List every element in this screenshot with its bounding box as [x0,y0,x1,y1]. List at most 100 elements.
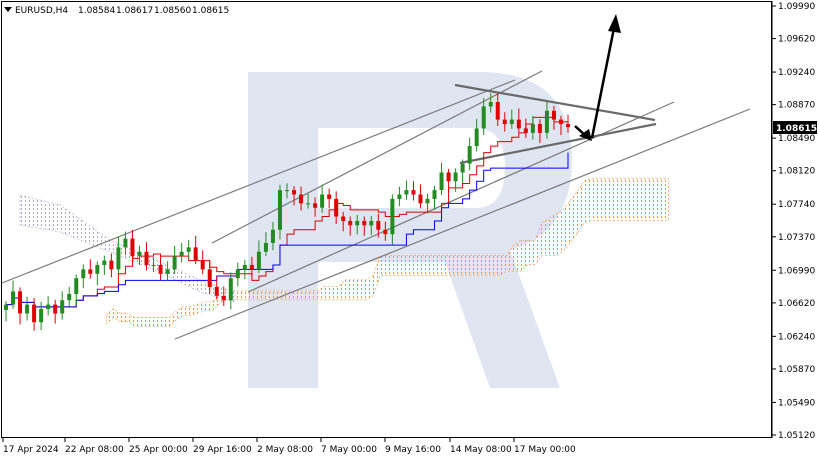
tenkan-sen-line [6,116,568,308]
candle-body [32,304,37,323]
candle-body [39,309,44,323]
time-tick-label: 14 May 08:00 [450,445,512,455]
candle-body [362,220,367,226]
channel-line-upper-inner [211,70,543,244]
candle-body [151,264,156,266]
broker-logo-watermark [248,72,572,388]
symbol-timeframe-label: EURUSD,H4 [15,6,68,16]
candle-body [446,172,451,182]
candle-body [25,304,30,314]
candle-body [355,220,360,226]
candle-body [327,194,332,199]
ichimoku-lines [6,116,569,308]
candle-body [81,269,86,279]
candle-body [200,260,205,270]
candle-body [193,247,198,261]
candle-body [313,203,318,208]
candle-body [242,264,247,270]
candle-body [488,102,493,107]
candle-body [425,198,430,204]
candle-body [221,295,226,301]
price-tick-label: 1.08120 [778,167,815,177]
candle-body [109,260,114,270]
candle-body [558,119,563,125]
price-tick-label: 1.06240 [778,332,815,342]
candle-body [390,198,395,235]
candle-body [172,256,177,270]
candle-body [158,264,163,274]
forecast-arrow-up-head [608,14,621,33]
candle-body [53,304,58,314]
candle-body [270,229,275,243]
candle-body [67,294,72,301]
candle-body [495,102,500,120]
price-tick-label: 1.05870 [778,365,815,375]
candle-body [404,190,409,195]
current-price-label: 1.08615 [776,124,817,134]
candle-body [320,194,325,208]
candle-body [397,194,402,199]
candle-body [334,198,339,217]
price-tick-label: 1.09990 [778,2,815,12]
candle-body [285,190,289,192]
candle-body [102,260,107,265]
ohlc-close: 1.08615 [192,6,229,16]
candle-body [88,269,93,274]
candle-body [137,251,142,257]
candle-body [369,220,374,226]
trend-channel-lines [1,70,751,340]
ohlc-low: 1.08560 [154,6,191,16]
time-tick-label: 17 Apr 2024 [3,445,59,455]
time-axis: 17 Apr 2024 22 Apr 08:00 25 Apr 00:00 29 Ap… [2,438,576,455]
price-tick-label: 1.07370 [778,233,815,243]
candle-body [256,251,261,270]
time-tick-label: 22 Apr 08:00 [65,445,124,455]
candle-body [544,110,549,133]
forecast-arrow-down-head [579,129,592,141]
candle-body [467,146,472,164]
candle-body [551,110,556,120]
current-price-marker: 1.08615 [773,121,817,134]
candle-body [516,119,521,129]
price-tick-label: 1.07740 [778,200,815,210]
time-tick-label: 2 May 08:00 [257,445,313,455]
candle-body [341,216,346,221]
candle-body [348,220,353,226]
candle-body [411,190,416,195]
cloud-area-bearish [19,194,236,303]
candle-body [228,278,233,301]
triangle-line-lower [459,122,657,165]
candle-body [502,119,507,125]
candle-body [60,300,65,314]
ichimoku-cloud [19,178,669,327]
candle-body [165,269,170,274]
candle-body [530,124,535,133]
candle-body [116,247,121,270]
price-tick-label: 1.05120 [778,431,815,441]
channel-line-upper-outer [1,79,516,284]
candle-body [418,194,423,204]
symbol-menu-triangle-icon[interactable] [4,7,12,12]
candlesticks [4,93,570,331]
forecast-arrows [574,14,621,141]
price-tick-label: 1.09240 [778,68,815,78]
candle-body [292,190,297,195]
price-axis: 1.09990 1.09620 1.09240 1.08870 1.08490 1.081… [771,1,815,441]
kijun-sen-line [6,152,569,308]
ohlc-open: 1.08584 [78,6,115,16]
candle-body [214,287,219,296]
candle-body [439,172,444,191]
candle-body [376,220,381,230]
candle-body [523,128,528,133]
price-tick-label: 1.08870 [778,101,815,111]
candle-body [383,229,388,235]
triangle-line-upper [454,83,656,122]
candle-body [453,172,458,182]
forecast-arrow-up-line [590,27,616,139]
candle-body [207,269,212,288]
candle-body [432,190,437,199]
channel-line-bottom [174,108,751,340]
price-tick-label: 1.06990 [778,266,815,276]
candle-body [277,190,282,230]
